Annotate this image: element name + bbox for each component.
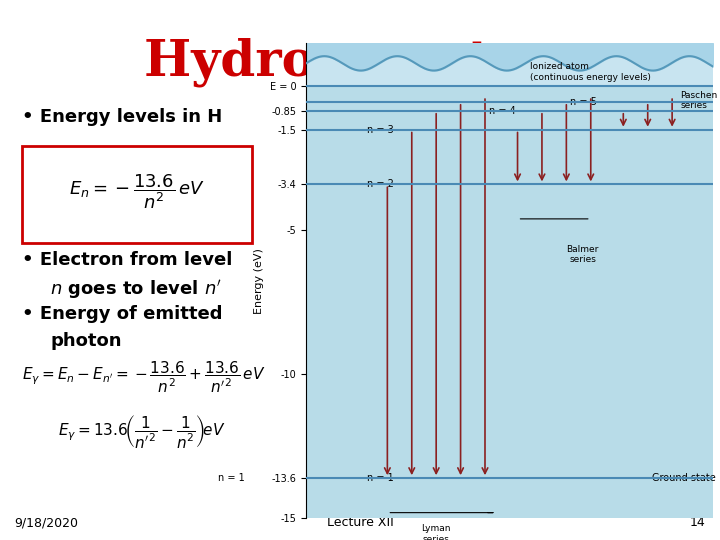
Text: Lyman
series: Lyman series — [421, 524, 451, 540]
Text: n = 4: n = 4 — [489, 106, 516, 116]
Text: 14: 14 — [690, 516, 706, 529]
FancyBboxPatch shape — [22, 146, 252, 243]
Text: Balmer
series: Balmer series — [567, 245, 599, 264]
Text: n = 2: n = 2 — [367, 179, 394, 190]
Text: Lecture XII: Lecture XII — [327, 516, 393, 529]
Text: $E_n = -\dfrac{13.6}{n^2}\,eV$: $E_n = -\dfrac{13.6}{n^2}\,eV$ — [69, 172, 204, 211]
Text: n = 3: n = 3 — [367, 125, 394, 134]
Text: photon: photon — [50, 332, 122, 350]
Text: $n$ goes to level $n'$: $n$ goes to level $n'$ — [50, 278, 222, 301]
Text: $E_\gamma = 13.6\!\left(\dfrac{1}{n'^2}-\dfrac{1}{n^2}\right)\!eV$: $E_\gamma = 13.6\!\left(\dfrac{1}{n'^2}-… — [58, 413, 225, 450]
Text: Paschen
series: Paschen series — [680, 91, 718, 111]
Text: 9/18/2020: 9/18/2020 — [14, 516, 78, 529]
Text: n = 5: n = 5 — [570, 97, 598, 107]
Text: Ionized atom
(continuous energy levels): Ionized atom (continuous energy levels) — [530, 62, 651, 82]
Text: $E_\gamma = E_n - E_{n'} = -\dfrac{13.6}{n^2}+\dfrac{13.6}{n'^2}\,eV$: $E_\gamma = E_n - E_{n'} = -\dfrac{13.6}… — [22, 359, 265, 395]
Bar — [306, 43, 713, 86]
Y-axis label: Energy (eV): Energy (eV) — [254, 248, 264, 314]
Text: • Electron from level: • Electron from level — [22, 251, 232, 269]
Text: n = 1: n = 1 — [367, 473, 394, 483]
Text: Ground state: Ground state — [652, 473, 716, 483]
Text: n = 1: n = 1 — [218, 473, 245, 483]
Text: • Energy of emitted: • Energy of emitted — [22, 305, 222, 323]
Text: Hydrogen atom: Hydrogen atom — [143, 38, 577, 87]
Text: • Energy levels in H: • Energy levels in H — [22, 108, 222, 126]
